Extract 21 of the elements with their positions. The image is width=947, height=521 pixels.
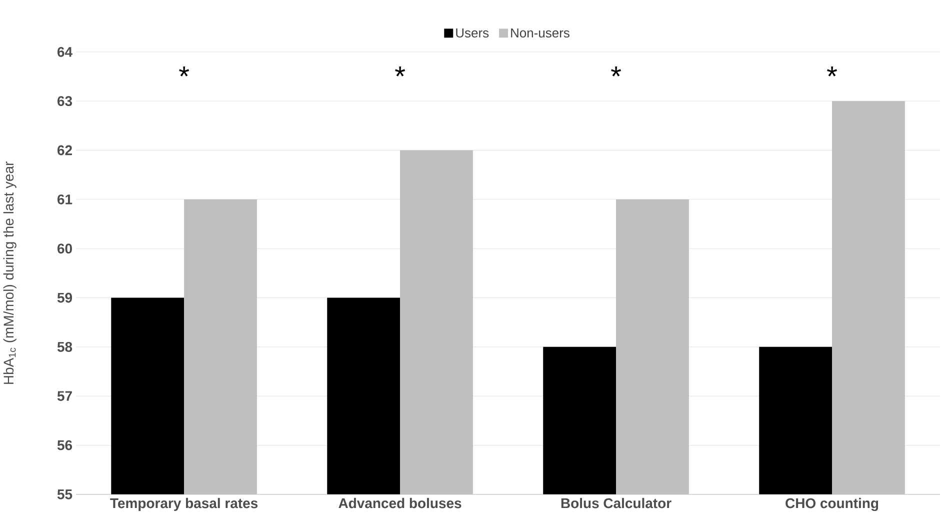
- y-tick-label: 56: [57, 440, 72, 450]
- annotation: *: [611, 66, 622, 76]
- y-tick-label: 59: [57, 292, 72, 303]
- y-tick-label: 63: [57, 96, 72, 106]
- x-tick-label: Bolus Calculator: [561, 498, 672, 508]
- annotation: *: [395, 66, 406, 76]
- legend-label: Non-users: [511, 28, 570, 38]
- y-tick-label: 62: [57, 145, 72, 156]
- y-tick-label: 58: [57, 342, 72, 352]
- legend-label: Users: [456, 28, 489, 38]
- x-tick-label: Advanced boluses: [338, 498, 462, 508]
- y-tick-label: 55: [57, 489, 72, 500]
- y-tick-label: 61: [57, 194, 72, 204]
- x-tick-label: CHO counting: [786, 498, 878, 511]
- y-tick-label: 64: [57, 46, 72, 57]
- y-tick-label: 60: [57, 243, 72, 254]
- annotation: *: [179, 66, 190, 76]
- annotation: *: [827, 66, 838, 76]
- y-tick-label: 57: [57, 391, 72, 401]
- x-tick-label: Temporary basal rates: [110, 498, 258, 511]
- y-axis-title: HbA$_{1c}$ (mM/mol) during the last year: [3, 161, 16, 384]
